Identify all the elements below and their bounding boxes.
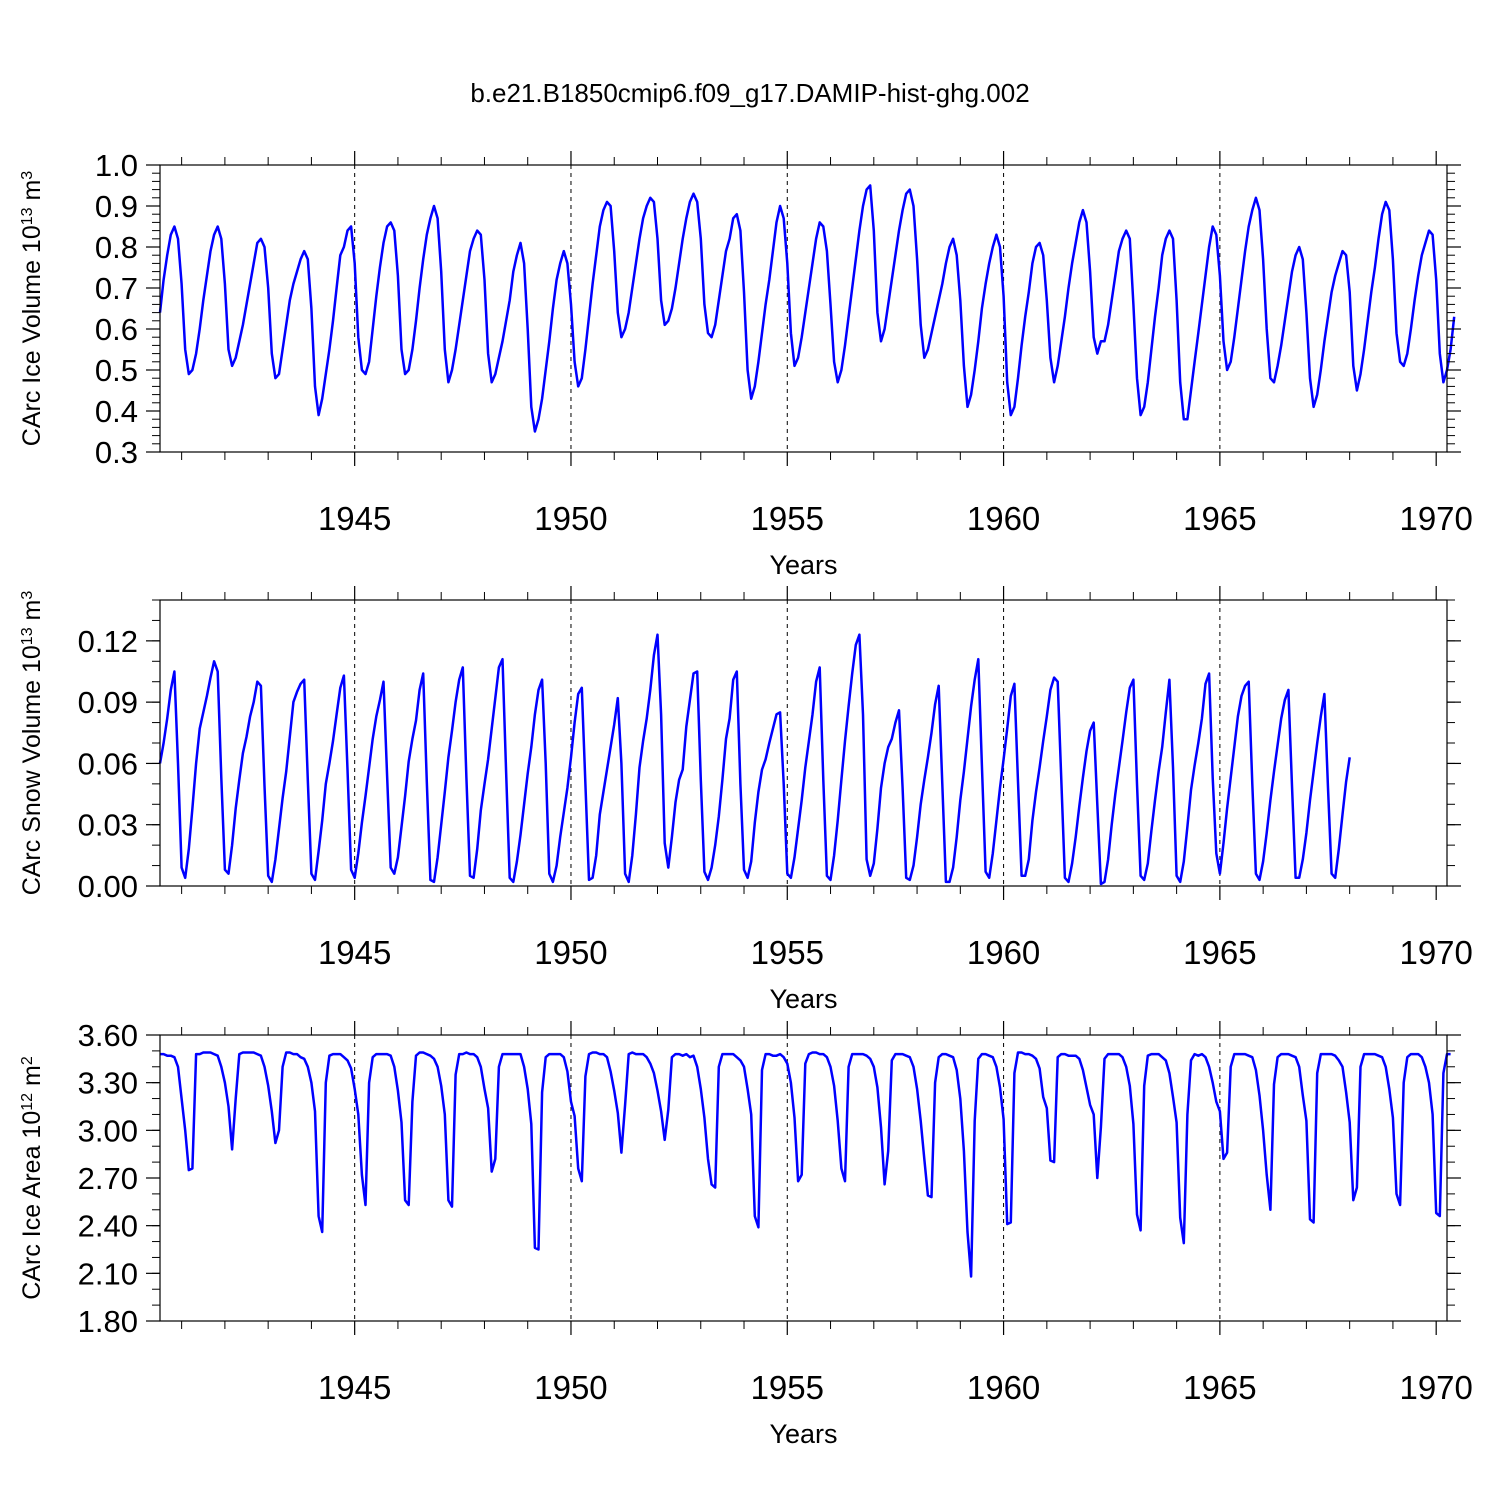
figure-title: b.e21.B1850cmip6.f09_g17.DAMIP-hist-ghg.… — [470, 78, 1029, 108]
snow-volume-panel: 1945 1950 1955 1960 1965 1970 0.00 0.03 0.06 0.09… — [18, 586, 1473, 1014]
y-tick-label: 0.7 — [95, 271, 138, 306]
y-axis-label-exponent: 12 — [19, 1093, 36, 1111]
y-tick-label: 2.40 — [78, 1209, 138, 1244]
ice-volume-panel: 1945 1950 1955 1960 1965 1970 0.3 0.4 0.5 0.6 0.7 0… — [18, 148, 1473, 580]
x-tick-label: 1965 — [1183, 500, 1256, 537]
y-tick-label: 2.10 — [78, 1256, 138, 1291]
y-tick-label: 3.30 — [78, 1066, 138, 1101]
y-tick-label: 0.9 — [95, 189, 138, 224]
y-axis-label-text: CArc Snow Volume 10 — [18, 645, 46, 895]
x-axis-label: Years — [769, 984, 837, 1014]
x-tick-label: 1950 — [534, 1369, 607, 1406]
y-tick-label: 3.00 — [78, 1113, 138, 1148]
ice-area-series-line — [160, 1051, 1451, 1278]
snow-volume-series-line — [158, 633, 1351, 886]
y-tick-label: 1.80 — [78, 1304, 138, 1339]
y-axis-label-unit-exponent: 3 — [19, 171, 36, 180]
x-tick-label: 1950 — [534, 934, 607, 971]
x-tick-label: 1960 — [967, 500, 1040, 537]
x-tick-label: 1955 — [751, 500, 824, 537]
plot-frame — [159, 164, 1448, 453]
y-tick-label: 0.6 — [95, 312, 138, 347]
y-axis-label-text: CArc Ice Area 10 — [18, 1111, 46, 1300]
x-axis-label: Years — [769, 1419, 837, 1449]
y-axis-label-unit-exponent: 2 — [19, 1056, 36, 1065]
y-axis-label-exponent: 13 — [19, 207, 36, 225]
y-tick-label: 3.60 — [78, 1018, 138, 1053]
x-tick-label: 1960 — [967, 934, 1040, 971]
x-tick-label: 1950 — [534, 500, 607, 537]
panels: 1945 1950 1955 1960 1965 1970 0.3 0.4 0.5 0.6 0.7 0… — [18, 148, 1473, 1449]
ice-area-panel: 1945 1950 1955 1960 1965 1970 1.80 2.10 2.40 2.70… — [18, 1018, 1473, 1449]
x-tick-label: 1945 — [318, 1369, 391, 1406]
x-tick-label: 1965 — [1183, 934, 1256, 971]
y-axis-label-unit: m — [18, 600, 46, 628]
x-tick-label: 1960 — [967, 1369, 1040, 1406]
y-tick-label: 0.09 — [78, 685, 138, 720]
y-tick-label: 1.0 — [95, 148, 138, 183]
x-tick-label: 1945 — [318, 500, 391, 537]
y-axis-label-unit: m — [18, 180, 46, 208]
x-tick-label: 1955 — [751, 934, 824, 971]
y-axis-label: CArc Ice Area 1012 m2 — [18, 1056, 46, 1300]
x-tick-label: 1965 — [1183, 1369, 1256, 1406]
y-axis-label-unit-exponent: 3 — [19, 591, 36, 600]
y-axis-label: CArc Ice Volume 1013 m3 — [18, 171, 46, 447]
x-tick-label: 1970 — [1399, 500, 1472, 537]
y-tick-label: 0.00 — [78, 869, 138, 904]
y-axis-label-unit: m — [18, 1065, 46, 1093]
y-tick-label: 0.4 — [95, 394, 138, 429]
y-axis-label: CArc Snow Volume 1013 m3 — [18, 591, 46, 896]
x-tick-label: 1970 — [1399, 1369, 1472, 1406]
y-axis-label-exponent: 13 — [19, 627, 36, 645]
y-tick-label: 0.12 — [78, 624, 138, 659]
y-tick-label: 0.3 — [95, 435, 138, 470]
y-tick-label: 0.8 — [95, 230, 138, 265]
y-tick-label: 0.06 — [78, 746, 138, 781]
y-tick-label: 0.03 — [78, 808, 138, 843]
x-tick-label: 1970 — [1399, 934, 1472, 971]
ice-volume-series-line — [158, 184, 1456, 433]
x-axis-label: Years — [769, 550, 837, 580]
y-tick-label: 0.5 — [95, 353, 138, 388]
x-tick-label: 1945 — [318, 934, 391, 971]
x-tick-label: 1955 — [751, 1369, 824, 1406]
y-tick-label: 2.70 — [78, 1161, 138, 1196]
y-axis-label-text: CArc Ice Volume 10 — [18, 225, 46, 446]
